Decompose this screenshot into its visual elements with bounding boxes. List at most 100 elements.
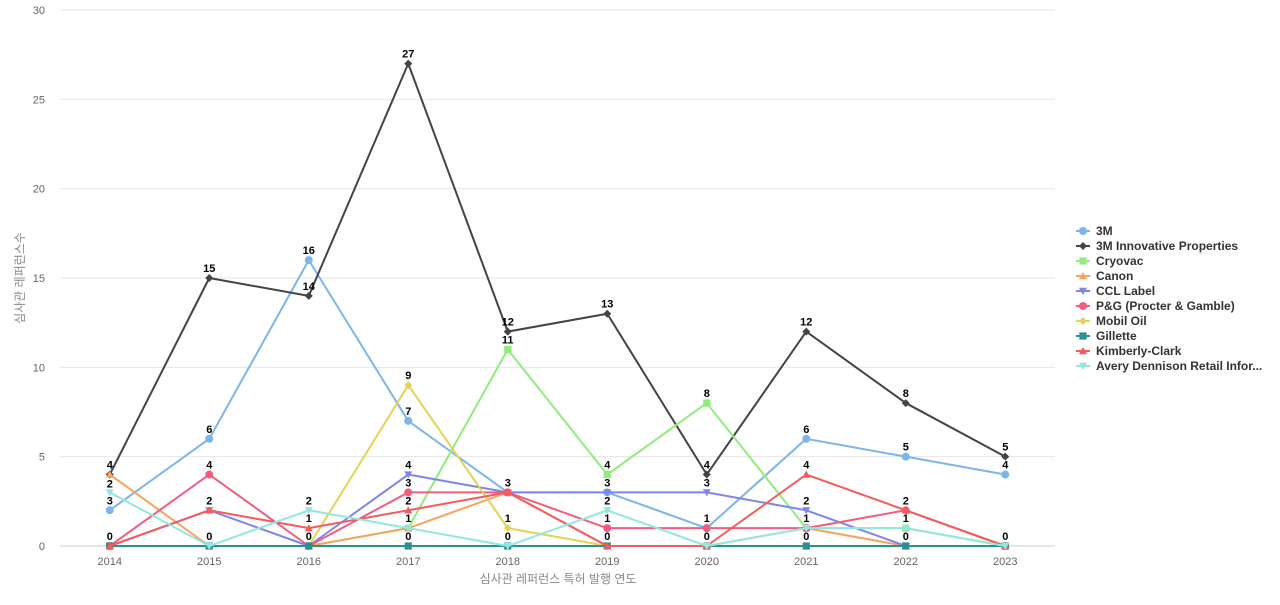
data-point[interactable] <box>603 507 612 515</box>
series-0 <box>105 256 1010 533</box>
legend-marker[interactable] <box>1079 242 1087 250</box>
data-point[interactable] <box>404 524 413 533</box>
data-point[interactable] <box>205 542 214 550</box>
legend-marker[interactable] <box>1079 287 1087 295</box>
legend-marker[interactable] <box>1079 272 1087 280</box>
data-label: 1 <box>704 513 710 525</box>
data-label: 0 <box>107 531 113 543</box>
data-point[interactable] <box>702 524 711 533</box>
data-point[interactable] <box>205 434 214 443</box>
data-point[interactable] <box>504 345 512 354</box>
data-point[interactable] <box>404 416 413 425</box>
data-label: 3 <box>704 477 710 489</box>
data-label: 7 <box>405 406 411 418</box>
data-point[interactable] <box>105 470 114 478</box>
data-point[interactable] <box>901 506 910 514</box>
data-label: 13 <box>601 299 613 311</box>
data-label: 4 <box>206 460 213 472</box>
legend-label: CCL Label <box>1096 284 1155 298</box>
data-point[interactable] <box>901 399 910 408</box>
data-point[interactable] <box>702 470 711 479</box>
data-point[interactable] <box>105 489 114 497</box>
x-axis-title: 심사관 레퍼런스 특허 발행 연도 <box>480 571 637 586</box>
data-point[interactable] <box>105 542 114 550</box>
legend-item[interactable]: Kimberly-Clark <box>1076 344 1182 358</box>
data-point[interactable] <box>802 434 811 443</box>
data-point[interactable] <box>703 399 711 407</box>
data-label: 6 <box>803 424 809 436</box>
series-line <box>109 473 1006 547</box>
data-point[interactable] <box>404 488 413 497</box>
data-label: 8 <box>704 388 710 400</box>
legend-item[interactable]: Canon <box>1076 269 1133 283</box>
data-point[interactable] <box>304 507 313 515</box>
data-point[interactable] <box>902 542 910 550</box>
data-point[interactable] <box>105 506 114 515</box>
legend-item[interactable]: CCL Label <box>1076 284 1155 298</box>
data-label: 2 <box>107 478 113 490</box>
data-label: 3 <box>107 495 113 507</box>
legend-item[interactable]: P&G (Procter & Gamble) <box>1076 299 1235 313</box>
y-tick-label: 10 <box>33 362 45 374</box>
data-point[interactable] <box>603 309 612 318</box>
data-point[interactable] <box>1001 542 1010 550</box>
data-label: 16 <box>303 245 315 257</box>
data-point[interactable] <box>304 524 313 532</box>
data-point[interactable] <box>305 542 313 550</box>
legend-marker[interactable] <box>1079 302 1087 310</box>
data-point[interactable] <box>603 470 611 479</box>
legend-marker[interactable] <box>1079 347 1087 355</box>
data-point[interactable] <box>404 381 413 390</box>
data-point[interactable] <box>503 542 512 550</box>
data-point[interactable] <box>503 327 512 336</box>
data-label: 5 <box>1002 442 1008 454</box>
legend-marker[interactable] <box>1079 332 1087 340</box>
data-point[interactable] <box>1001 470 1010 479</box>
legend-item[interactable]: Gillette <box>1076 329 1137 343</box>
series-lines <box>105 59 1010 550</box>
data-point[interactable] <box>901 524 910 533</box>
legend-item[interactable]: 3M Innovative Properties <box>1076 239 1238 253</box>
y-tick-label: 15 <box>33 273 45 285</box>
data-point[interactable] <box>603 489 612 497</box>
legend-marker[interactable] <box>1079 362 1087 370</box>
data-point[interactable] <box>503 524 512 533</box>
legend-item[interactable]: Avery Dennison Retail Infor... <box>1076 359 1262 373</box>
data-point[interactable] <box>802 507 811 515</box>
data-point[interactable] <box>304 291 313 300</box>
legend-marker[interactable] <box>1079 317 1087 325</box>
data-point[interactable] <box>404 59 413 68</box>
data-point[interactable] <box>404 471 413 479</box>
legend-label: Cryovac <box>1096 254 1144 268</box>
data-label: 0 <box>903 531 909 543</box>
data-point[interactable] <box>603 542 612 550</box>
data-point[interactable] <box>404 506 413 514</box>
data-point[interactable] <box>702 489 711 497</box>
data-point[interactable] <box>802 327 811 336</box>
data-point[interactable] <box>802 470 811 478</box>
data-point[interactable] <box>205 470 214 479</box>
legend-marker[interactable] <box>1079 227 1087 235</box>
data-point[interactable] <box>802 524 811 533</box>
data-label: 9 <box>405 370 411 382</box>
data-label: 0 <box>306 531 312 543</box>
legend-marker[interactable] <box>1079 257 1087 265</box>
data-point[interactable] <box>603 524 612 533</box>
data-point[interactable] <box>404 542 412 550</box>
legend-item[interactable]: 3M <box>1076 224 1113 238</box>
series-6 <box>105 381 1010 550</box>
data-point[interactable] <box>304 256 313 265</box>
data-point[interactable] <box>901 452 910 461</box>
y-tick-label: 25 <box>33 94 45 106</box>
legend-item[interactable]: Mobil Oil <box>1076 314 1147 328</box>
data-point[interactable] <box>503 488 512 496</box>
data-point[interactable] <box>205 274 214 282</box>
data-point[interactable] <box>702 542 711 550</box>
legend-item[interactable]: Cryovac <box>1076 254 1144 268</box>
data-point[interactable] <box>802 542 810 550</box>
data-point[interactable] <box>1001 452 1010 461</box>
data-point[interactable] <box>205 506 214 514</box>
data-label: 1 <box>604 513 610 525</box>
series-line <box>109 491 1006 547</box>
